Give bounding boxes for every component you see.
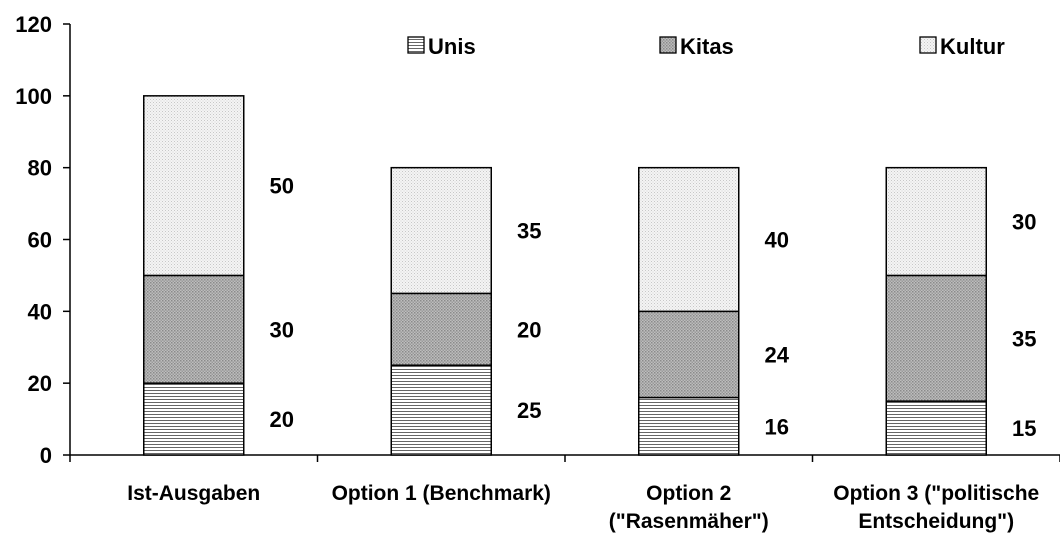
bar-segment-unis <box>885 400 987 456</box>
y-tick-label: 0 <box>40 443 52 468</box>
bar-segment-unis <box>143 382 245 456</box>
axes: 0 20 40 60 80 100 120 Ist-Ausgaben Option 1 (Ben… <box>15 12 1060 533</box>
bar-segment-kitas <box>885 274 987 402</box>
data-label: 15 <box>1012 416 1036 441</box>
legend: Unis Kitas Kultur <box>407 34 1005 59</box>
bar-segment-kultur <box>638 166 740 313</box>
data-label: 20 <box>270 407 294 432</box>
bar-segment-unis <box>638 396 740 456</box>
data-label: 25 <box>517 398 541 423</box>
data-label: 35 <box>1012 326 1036 351</box>
x-category-label: Option 3 ("politische <box>833 482 1039 505</box>
y-tick-label: 20 <box>28 371 52 396</box>
y-tick-label: 40 <box>28 299 52 324</box>
data-label: 40 <box>765 228 789 253</box>
x-category-label: Ist-Ausgaben <box>127 482 260 505</box>
data-label: 50 <box>270 174 294 199</box>
legend-label: Kultur <box>940 34 1005 59</box>
bar-segment-kultur <box>885 166 987 277</box>
legend-label: Kitas <box>680 34 734 59</box>
data-label: 30 <box>1012 210 1036 235</box>
y-tick-label: 60 <box>28 228 52 253</box>
bars <box>143 95 987 456</box>
bar-segment-unis <box>390 364 492 456</box>
bar-segment-kitas <box>638 310 740 399</box>
data-label: 20 <box>517 317 541 342</box>
x-category-label: ("Rasenmäher") <box>609 510 769 533</box>
data-label: 24 <box>765 342 790 367</box>
data-label: 30 <box>270 317 294 342</box>
x-category-label: Entscheidung") <box>858 510 1014 533</box>
legend-swatch-unis <box>407 36 425 54</box>
x-category-label: Option 2 <box>646 482 731 505</box>
x-category-label: Option 1 (Benchmark) <box>332 482 551 505</box>
bar-segment-kultur <box>143 95 245 277</box>
y-tick-label: 80 <box>28 156 52 181</box>
data-label: 35 <box>517 219 541 244</box>
bar-segment-kitas <box>143 274 245 384</box>
legend-swatch-kultur <box>919 36 937 54</box>
bar-segment-kitas <box>390 292 492 366</box>
legend-label: Unis <box>428 34 476 59</box>
data-labels: 20 30 50 25 20 35 16 24 40 15 35 30 <box>270 174 1037 441</box>
y-tick-label: 120 <box>15 12 52 37</box>
data-label: 16 <box>765 414 789 439</box>
legend-swatch-kitas <box>659 36 677 54</box>
bar-segment-kultur <box>390 166 492 295</box>
y-tick-label: 100 <box>15 84 52 109</box>
